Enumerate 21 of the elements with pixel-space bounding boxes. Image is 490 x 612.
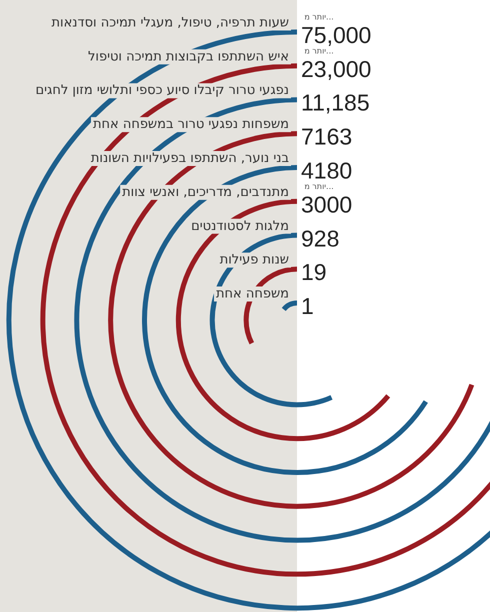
category-label: שנות פעילות (220, 252, 289, 268)
category-label: שעות תרפיה, טיפול, מעגלי תמיכה וסדנאות (52, 15, 289, 30)
data-label: 1 (301, 293, 314, 320)
category-label: משפחות נפגעי טרור במשפחה אחת (92, 117, 289, 132)
data-label: 928 (301, 225, 340, 252)
data-label: 11,185 (301, 90, 370, 116)
data-label: 7163 (301, 124, 352, 150)
text: יותר מ... (304, 12, 334, 22)
data-label: 3000 (301, 191, 352, 218)
data-label: 4180 (301, 158, 352, 184)
text: יותר מ... (304, 46, 334, 56)
category-label: משפחה אחת (216, 286, 289, 302)
category-label: בני נוער, השתתפו בפעילויות השונות (90, 151, 289, 166)
category-label: מתנדבים, מדריכים, ואנשי צוות (122, 184, 289, 200)
data-label: 23,000 (301, 56, 372, 82)
category-label: נפגעי טרור קיבלו סיוע כספי ותלושי מזון לחגים (35, 83, 289, 98)
data-label: 75,000 (301, 22, 372, 48)
text: יותר מ... (304, 182, 334, 191)
category-label: איש השתתפו בקבוצות תמיכה וטיפול (88, 49, 289, 64)
category-label: מלגות לסטודנטים (191, 218, 289, 234)
data-label: 19 (301, 259, 327, 286)
